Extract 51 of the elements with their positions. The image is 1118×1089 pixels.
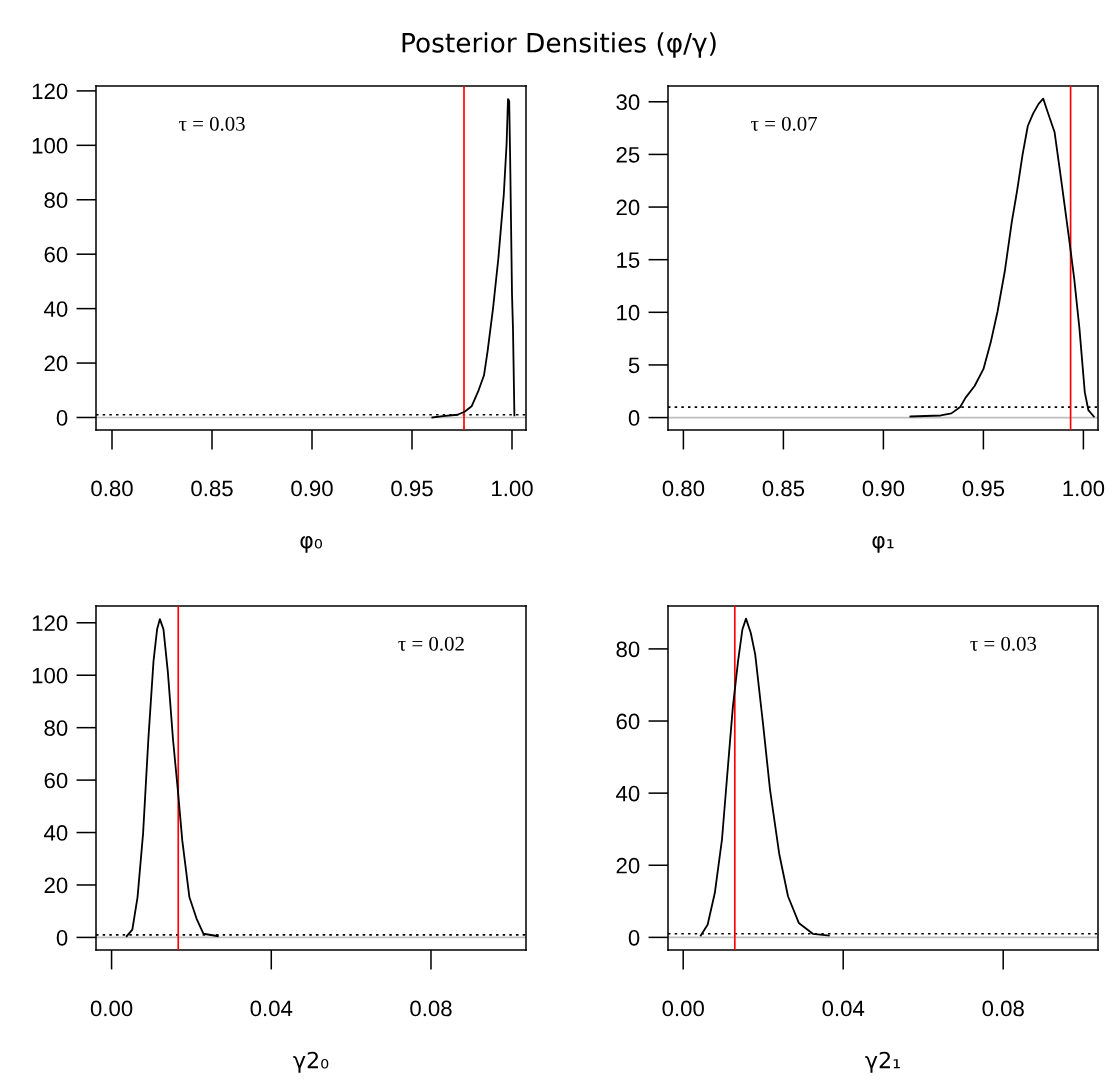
y-tick-label: 0 [628,410,640,426]
y-tick-label: 80 [44,192,68,209]
y-tick-label: 80 [44,720,68,736]
x-axis-title: γ2₁ [865,1051,900,1073]
y-tick-label: 60 [44,772,68,789]
y-tick-label: 120 [32,615,68,632]
x-tick-label: 0.90 [291,480,333,497]
x-tick-label: 0.95 [962,480,1005,497]
y-tick-label: 15 [617,252,640,268]
x-tick-label: 1.00 [492,480,533,497]
y-tick-label: 100 [32,667,68,684]
x-axis-title: φ₀ [300,535,323,553]
x-tick-label: 0.85 [762,480,805,497]
y-tick-label: 40 [44,825,68,841]
x-tick-label: 0.04 [822,1000,865,1017]
y-tick-label: 20 [616,857,640,874]
x-tick-label: 0.00 [662,1000,704,1017]
x-tick-label: 0.00 [90,1000,133,1017]
y-tick-label: 20 [44,877,68,894]
x-tick-label: 0.08 [982,1000,1024,1017]
y-tick-label: 20 [616,199,640,216]
annotation: τ = 0.03 [179,116,245,131]
x-tick-label: 0.95 [391,480,433,497]
y-tick-label: 10 [617,304,640,321]
x-tick-label: 0.90 [862,480,905,497]
annotation: τ = 0.07 [751,116,817,131]
y-tick-label: 25 [616,146,640,163]
x-tick-label: 1.00 [1063,480,1105,497]
x-axis-title: φ₁ [872,535,894,553]
y-tick-label: 100 [32,137,68,154]
y-tick-label: 30 [616,94,640,111]
y-tick-label: 40 [44,301,68,317]
y-tick-label: 40 [616,785,640,802]
chart-title: Posterior Densities (φ/γ) [402,32,716,58]
x-tick-label: 0.08 [410,1000,452,1017]
y-tick-label: 0 [56,929,68,946]
x-tick-label: 0.80 [91,480,133,497]
x-tick-label: 0.80 [662,480,705,497]
x-axis-title: γ2₀ [293,1051,329,1073]
y-tick-label: 80 [616,641,640,658]
x-tick-label: 0.04 [250,1000,293,1017]
x-tick-label: 0.85 [191,480,233,497]
annotation: τ = 0.03 [970,636,1037,651]
y-tick-label: 60 [44,246,68,263]
y-tick-label: 0 [56,410,68,426]
y-tick-label: 0 [628,929,640,946]
annotation: τ = 0.02 [398,636,464,651]
y-tick-label: 20 [44,355,68,372]
y-tick-label: 5 [628,357,640,374]
y-tick-label: 120 [32,83,68,100]
y-tick-label: 60 [616,713,640,730]
